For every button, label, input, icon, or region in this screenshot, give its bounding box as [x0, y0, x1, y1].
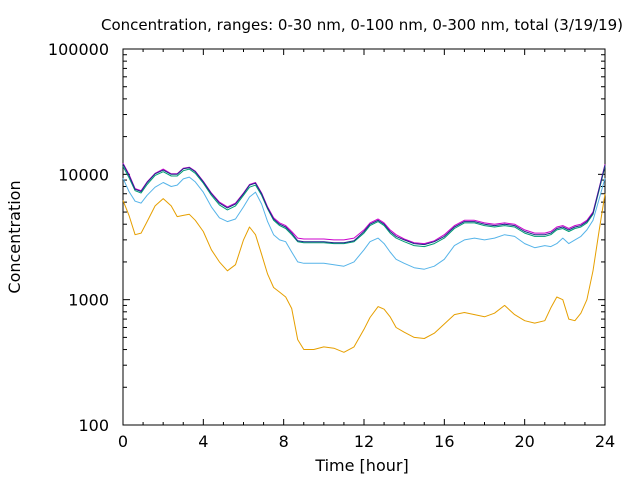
x-tick-label: 12 — [354, 432, 374, 451]
y-tick-label: 100000 — [48, 40, 109, 59]
series-line-2 — [122, 176, 606, 270]
x-tick-label: 0 — [118, 432, 128, 451]
x-axis-label: Time [hour] — [314, 456, 408, 475]
x-tick-label: 4 — [198, 432, 208, 451]
y-tick-label: 1000 — [68, 291, 109, 310]
series-line-3 — [122, 166, 606, 248]
plot-frame — [122, 48, 606, 426]
x-tick-label: 8 — [279, 432, 289, 451]
chart-title: Concentration, ranges: 0-30 nm, 0-100 nm… — [101, 16, 623, 34]
x-tick-label: 16 — [434, 432, 454, 451]
y-tick-label: 100 — [78, 416, 109, 435]
axis-ticks: 0 4 8 12 16 20 24 100 1000 10000 100000 — [48, 40, 615, 451]
series-line-5 — [122, 163, 606, 246]
series-layer — [122, 162, 606, 353]
x-tick-label: 24 — [595, 432, 615, 451]
series-line-1 — [122, 193, 606, 353]
y-tick-label: 10000 — [58, 165, 109, 184]
x-tick-label: 20 — [514, 432, 534, 451]
y-axis-label: Concentration — [5, 180, 24, 293]
